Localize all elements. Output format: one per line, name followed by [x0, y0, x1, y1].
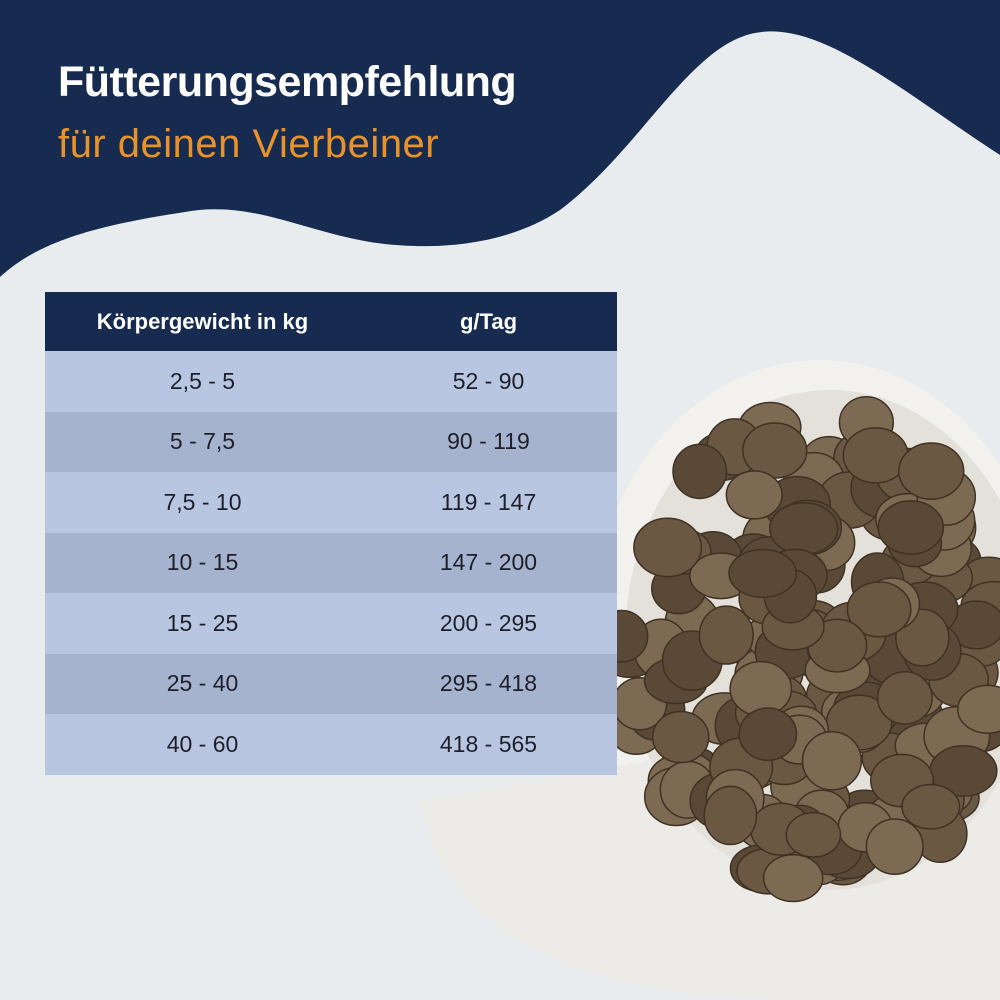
kibble-piece — [651, 710, 710, 764]
cell-grams: 418 - 565 — [439, 730, 538, 757]
kibble-piece — [877, 500, 945, 555]
kibble-piece — [785, 811, 842, 858]
kibble-piece — [801, 731, 863, 791]
cell-grams: 147 - 200 — [439, 549, 538, 576]
cell-weight: 25 - 40 — [166, 670, 239, 697]
table-row: 5 - 7,5 90 - 119 — [45, 411, 617, 472]
cell-weight: 10 - 15 — [166, 549, 239, 576]
kibble-piece — [725, 470, 783, 520]
table-header: Körpergewicht in kg g/Tag — [45, 292, 617, 351]
kibble-piece — [876, 671, 933, 725]
kibble-piece — [901, 783, 961, 830]
kibble-piece — [698, 605, 754, 665]
kibble-piece — [898, 442, 965, 500]
cell-grams: 119 - 147 — [440, 488, 537, 515]
kibble-piece — [742, 422, 808, 479]
kibble-piece — [672, 443, 728, 500]
kibble-piece — [769, 502, 839, 556]
table-row: 40 - 60 418 - 565 — [45, 714, 617, 775]
kibble-piece — [703, 785, 758, 846]
kibble-piece — [865, 818, 924, 876]
feeding-table: Körpergewicht in kg g/Tag 2,5 - 5 52 - 90… — [45, 292, 617, 775]
cell-weight: 15 - 25 — [166, 609, 239, 636]
cell-grams: 90 - 119 — [447, 428, 530, 455]
food-bowl-image — [420, 360, 1000, 1000]
cell-weight: 7,5 - 10 — [163, 488, 242, 515]
navy-wave — [0, 0, 1000, 277]
column-header-weight: Körpergewicht in kg — [96, 308, 309, 334]
kibble-piece — [633, 517, 703, 578]
cell-grams: 52 - 90 — [452, 367, 525, 394]
kibble-piece — [738, 707, 798, 761]
cell-weight: 5 - 7,5 — [169, 428, 236, 455]
column-header-grams: g/Tag — [459, 308, 518, 334]
kibble-piece — [729, 660, 793, 717]
kibble-piece — [728, 548, 798, 599]
kibble-piece — [846, 581, 912, 638]
kibble-piece — [957, 684, 1000, 734]
table-row: 2,5 - 5 52 - 90 — [45, 351, 617, 412]
table-row: 15 - 25 200 - 295 — [45, 593, 617, 654]
table-row: 7,5 - 10 119 - 147 — [45, 472, 617, 533]
table-row: 25 - 40 295 - 418 — [45, 653, 617, 714]
cell-grams: 295 - 418 — [439, 670, 538, 697]
cell-weight: 40 - 60 — [166, 730, 239, 757]
cell-grams: 200 - 295 — [439, 609, 538, 636]
page-subtitle: für deinen Vierbeiner — [58, 122, 440, 166]
kibble-piece — [762, 853, 824, 903]
cell-weight: 2,5 - 5 — [169, 367, 236, 394]
table-row: 10 - 15 147 - 200 — [45, 532, 617, 593]
page-title: Fütterungsempfehlung — [58, 58, 517, 106]
